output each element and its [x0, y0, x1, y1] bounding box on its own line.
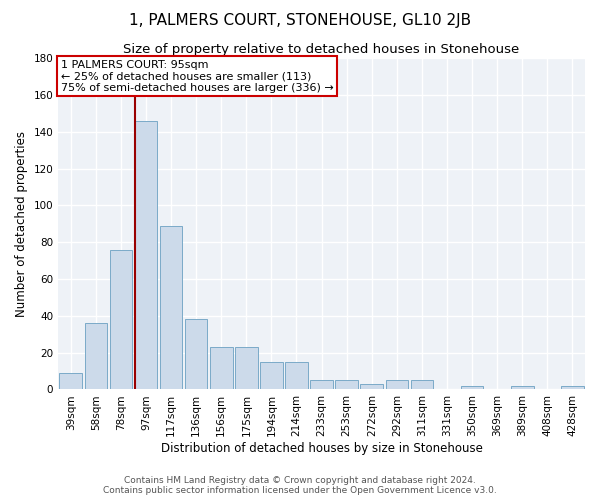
- Bar: [335, 380, 358, 390]
- Bar: [210, 347, 233, 390]
- Bar: [461, 386, 484, 390]
- Bar: [511, 386, 533, 390]
- X-axis label: Distribution of detached houses by size in Stonehouse: Distribution of detached houses by size …: [161, 442, 482, 455]
- Bar: [110, 250, 132, 390]
- Text: Contains HM Land Registry data © Crown copyright and database right 2024.
Contai: Contains HM Land Registry data © Crown c…: [103, 476, 497, 495]
- Bar: [235, 347, 257, 390]
- Bar: [260, 362, 283, 390]
- Bar: [59, 373, 82, 390]
- Title: Size of property relative to detached houses in Stonehouse: Size of property relative to detached ho…: [124, 42, 520, 56]
- Text: 1, PALMERS COURT, STONEHOUSE, GL10 2JB: 1, PALMERS COURT, STONEHOUSE, GL10 2JB: [129, 12, 471, 28]
- Y-axis label: Number of detached properties: Number of detached properties: [15, 131, 28, 317]
- Bar: [134, 120, 157, 390]
- Bar: [561, 386, 584, 390]
- Bar: [410, 380, 433, 390]
- Bar: [386, 380, 408, 390]
- Bar: [310, 380, 333, 390]
- Bar: [185, 320, 208, 390]
- Bar: [160, 226, 182, 390]
- Text: 1 PALMERS COURT: 95sqm
← 25% of detached houses are smaller (113)
75% of semi-de: 1 PALMERS COURT: 95sqm ← 25% of detached…: [61, 60, 334, 93]
- Bar: [85, 323, 107, 390]
- Bar: [361, 384, 383, 390]
- Bar: [285, 362, 308, 390]
